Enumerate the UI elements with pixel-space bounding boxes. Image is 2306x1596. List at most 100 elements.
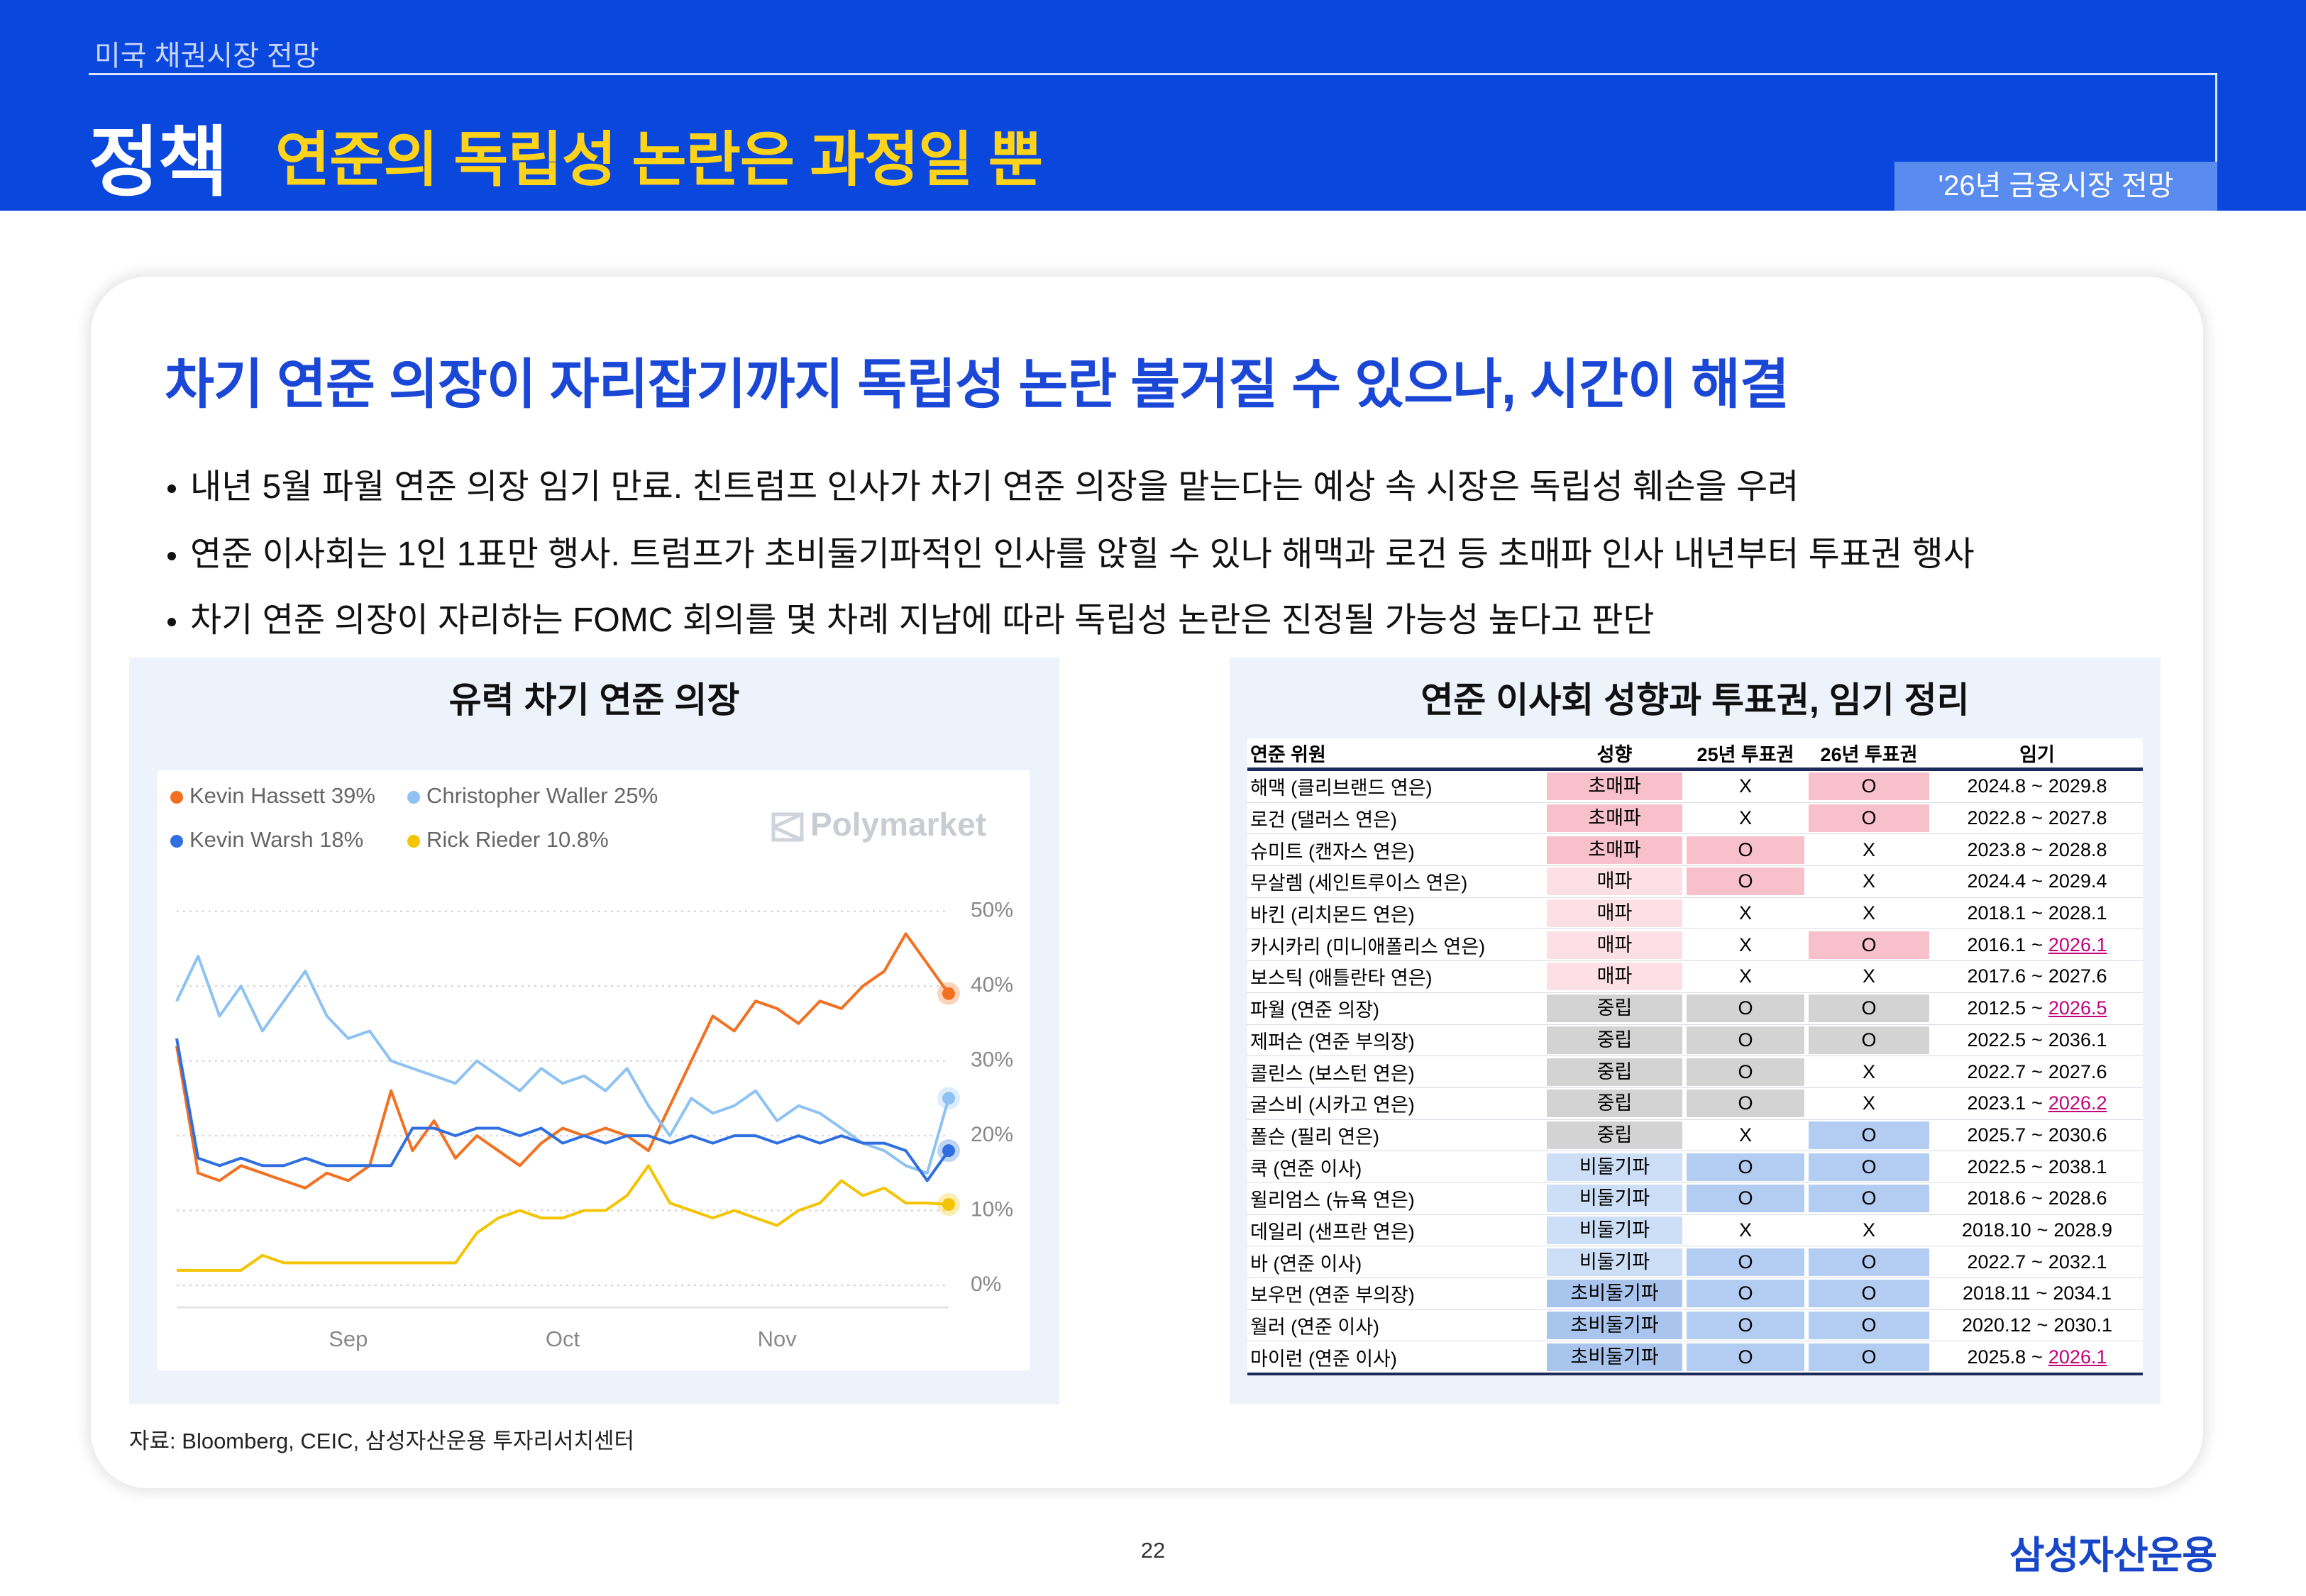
term-end: 2027.6 [2048,965,2107,987]
term-end: 2038.1 [2048,1156,2107,1177]
headline: 차기 연준 의장이 자리잡기까지 독립성 논란 불거질 수 있으나, 시간이 해… [165,355,1789,415]
header-rule [89,73,2217,75]
term-start: 2018.1 [1967,902,2026,924]
vote-label: O [1809,1280,1929,1308]
vote-cell: O [1806,1024,1931,1057]
page-number: 22 [1140,1538,1166,1563]
stance-cell: 중립 [1545,1055,1684,1088]
stance-cell: 초매파 [1545,802,1684,835]
vote-cell: X [1684,1214,1806,1247]
term-end: 2029.8 [2048,775,2107,797]
term-start: 2022.8 [1967,807,2026,829]
term-cell: 2022.5 ~2038.1 [1931,1151,2143,1183]
table-row: 파월 (연준 의장) 중립 O O 2012.5 ~2026.5 [1247,992,2143,1025]
stance-cell: 초매파 [1545,769,1684,803]
stance-cell: 매파 [1545,960,1684,993]
table-row: 쿡 (연준 이사) 비둘기파 O O 2022.5 ~2038.1 [1247,1151,2143,1183]
vote-cell: O [1684,1151,1806,1183]
member-cell: 보우먼 (연준 부의장) [1247,1278,1545,1310]
term-end: 2026.1 [2048,933,2107,955]
term-cell: 2022.8 ~2027.8 [1931,802,2143,835]
vote-cell: X [1806,960,1931,993]
watermark-icon [771,812,804,842]
table-row: 로건 (댈러스 연은) 초매파 X O 2022.8 ~2027.8 [1247,802,2143,835]
vote-label: X [1738,902,1752,924]
vote-cell: O [1684,865,1806,898]
y-tick-label: 30% [971,1048,1013,1072]
vote-cell: O [1684,1246,1806,1278]
stance-cell: 중립 [1545,1024,1684,1057]
member-cell: 슈미트 (캔자스 연은) [1247,833,1545,867]
bullet-item: 연준 이사회는 1인 1표만 행사. 트럼프가 초비둘기파적인 인사를 앉힐 수… [165,526,1975,575]
vote-label: X [1862,1060,1875,1082]
term-end: 2030.1 [2053,1314,2112,1336]
vote-label: X [1738,807,1752,829]
legend-label: Kevin Warsh 18% [189,827,363,852]
table-row: 해맥 (클리브랜드 연은) 초매파 X O 2024.8 ~2029.8 [1247,769,2143,803]
term-separator: ~ [2031,1029,2043,1051]
vote-cell: O [1684,1341,1806,1376]
vote-label: O [1687,1090,1804,1118]
term-separator: ~ [2031,807,2043,829]
term-separator: ~ [2031,997,2043,1019]
stance-cell: 중립 [1545,1119,1684,1152]
legend-label: Christopher Waller 25% [426,783,658,808]
vote-label: X [1738,775,1752,797]
member-cell: 바 (연준 이사) [1247,1246,1545,1278]
vote-label: O [1809,1343,1929,1371]
vote-cell: O [1684,1087,1806,1120]
term-cell: 2024.4 ~2029.4 [1931,865,2143,898]
vote-cell: X [1806,1087,1931,1120]
vote-label: O [1809,1185,1929,1213]
member-cell: 마이런 (연준 이사) [1247,1341,1545,1376]
table-row: 마이런 (연준 이사) 초비둘기파 O O 2025.8 ~2026.1 [1247,1341,2143,1376]
bullet-item: 차기 연준 의장이 자리하는 FOMC 회의를 몇 차례 지남에 따라 독립성 … [165,592,1655,641]
vote-cell: X [1806,1055,1931,1088]
y-tick-label: 40% [971,973,1013,997]
stance-cell: 매파 [1545,929,1684,962]
vote-label: O [1809,994,1929,1023]
term-separator: ~ [2031,965,2043,987]
column-header: 26년 투표권 [1806,738,1931,771]
term-end: 2034.1 [2053,1282,2112,1304]
column-header: 성향 [1545,738,1684,771]
vote-label: O [1809,1312,1929,1340]
term-separator: ~ [2031,902,2043,924]
vote-label: O [1809,804,1929,833]
term-start: 2018.10 [1962,1219,2031,1241]
term-separator: ~ [2031,1187,2043,1209]
end-point [942,1198,955,1212]
term-start: 2012.5 [1967,997,2026,1019]
table-row: 폴슨 (필리 연은) 중립 X O 2025.7 ~2030.6 [1247,1119,2143,1152]
vote-label: O [1809,931,1929,959]
member-cell: 바킨 (리치몬드 연은) [1247,897,1545,930]
end-point [942,987,955,1000]
column-header: 연준 위원 [1247,738,1545,771]
vote-cell: O [1806,1309,1931,1342]
vote-cell: X [1806,1214,1931,1247]
term-separator: ~ [2031,1251,2043,1273]
term-cell: 2024.8 ~2029.8 [1931,769,2143,803]
term-separator: ~ [2031,1092,2043,1114]
bullet-dot [167,484,176,494]
vote-cell: X [1684,802,1806,835]
legend-swatch [170,791,183,804]
x-tick-label: Nov [758,1326,798,1351]
end-point [942,1144,955,1158]
term-end: 2027.6 [2048,1060,2107,1082]
member-cell: 로건 (댈러스 연은) [1247,802,1545,835]
table-row: 보우먼 (연준 부의장) 초비둘기파 O O 2018.11 ~2034.1 [1247,1278,2143,1310]
member-cell: 카시카리 (미니애폴리스 연은) [1247,929,1545,962]
term-separator: ~ [2031,1124,2043,1146]
term-cell: 2023.1 ~2026.2 [1931,1087,2143,1120]
term-start: 2022.7 [1967,1251,2026,1273]
stance-label: 중립 [1547,1058,1682,1086]
term-end: 2032.1 [2048,1251,2107,1273]
term-start: 2017.6 [1967,965,2026,987]
vote-label: O [1809,772,1929,801]
term-start: 2025.7 [1967,1124,2026,1146]
term-cell: 2018.10 ~2028.9 [1931,1214,2143,1247]
term-end: 2028.6 [2048,1187,2107,1209]
vote-label: X [1738,1219,1752,1241]
stance-label: 매파 [1547,899,1682,928]
